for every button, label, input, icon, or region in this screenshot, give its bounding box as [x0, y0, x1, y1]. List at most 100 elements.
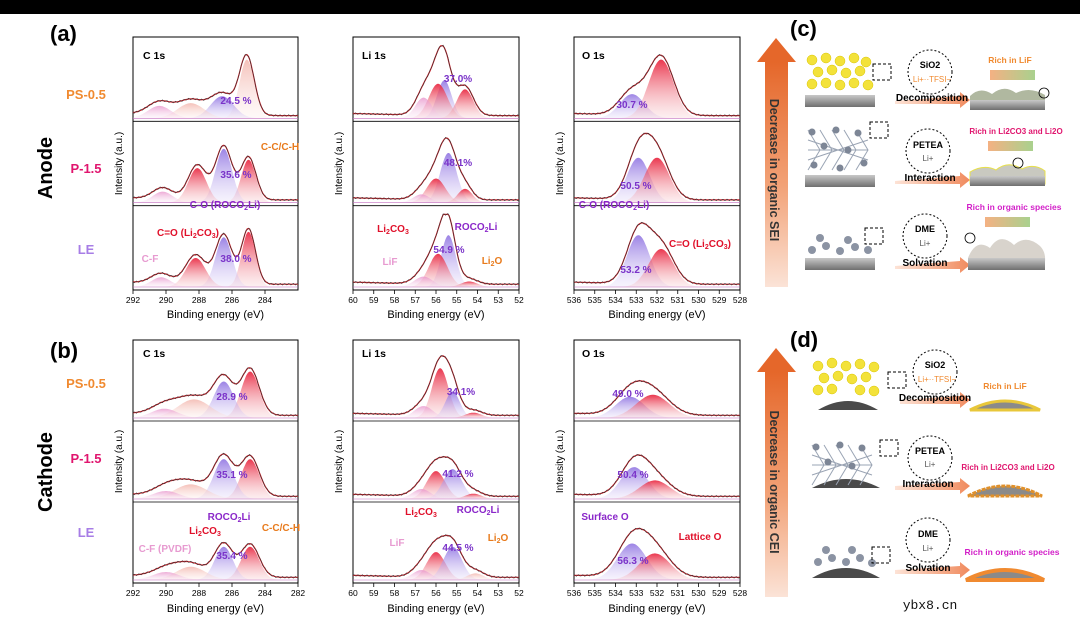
x-axis-label: Binding energy (eV)	[167, 309, 264, 321]
plot-frame	[573, 339, 741, 584]
step-label: Solvation	[902, 258, 947, 269]
raw-spectrum-cathode_C1s-2	[132, 542, 299, 579]
tick-label: 58	[390, 588, 400, 598]
step-label: Interaction	[904, 173, 955, 184]
percent-label: 50.5 %	[620, 181, 651, 192]
component-peak-cathode_O1s-2-1	[574, 553, 740, 580]
panel-label-a: (a)	[50, 21, 77, 46]
bubble-text: SiO2	[920, 60, 941, 70]
percent-label: 38.0 %	[220, 254, 251, 265]
peak-annotation: C-C/C-H	[261, 142, 299, 153]
percent-label: 56.3 %	[617, 556, 648, 567]
peak-annotation: ROCO2​Li	[457, 505, 500, 517]
component-peak-cathode_O1s-0-0	[574, 396, 740, 418]
scheme-cathode: SiO2 Li+··TFSI− Decomposition Rich in Li…	[811, 349, 1060, 582]
top-bar	[0, 0, 1080, 14]
raw-spectrum-cathode_C1s-1	[132, 452, 299, 498]
y-axis-label: Intensity (a.u.)	[114, 430, 125, 493]
bubble-subtext: Li+	[925, 460, 936, 469]
component-peak-anode_Li1s-2-3	[353, 281, 519, 287]
tick-label: 535	[588, 295, 602, 305]
arrow-anode: Decrease in organic SEI	[757, 38, 796, 287]
bubble-text: DME	[918, 529, 938, 539]
tick-label: 534	[608, 295, 622, 305]
percent-label: 35.4 %	[216, 551, 247, 562]
tick-label: 528	[733, 588, 747, 598]
color-bar	[990, 70, 1035, 80]
panel-label-d: (d)	[790, 327, 818, 352]
raw-spectrum-anode_C1s-1	[132, 145, 299, 202]
cei-label: Rich in organic species	[965, 547, 1060, 557]
panel-title: Li 1s	[362, 50, 386, 62]
percent-label: 54.9 %	[433, 245, 464, 256]
x-axis-label: Binding energy (eV)	[608, 309, 705, 321]
raw-spectrum-cathode_O1s-1	[573, 454, 741, 498]
tick-label: 529	[712, 295, 726, 305]
tick-label: 288	[192, 588, 206, 598]
raw-spectrum-anode_C1s-2	[132, 228, 299, 286]
tick-label: 56	[431, 588, 441, 598]
polymer-network	[807, 129, 869, 171]
component-peak-anode_Li1s-1-1	[353, 178, 519, 203]
raw-spectrum-cathode_O1s-2	[573, 527, 741, 579]
bubble-subtext: Li+	[920, 239, 931, 248]
percent-label: 41.2 %	[442, 469, 473, 480]
tick-label: 52	[514, 295, 524, 305]
tick-label: 290	[159, 588, 173, 598]
component-peak-cathode_Li1s-0-3	[353, 412, 519, 418]
tick-label: 53	[494, 295, 504, 305]
component-peak-anode_C1s-2-0	[133, 231, 298, 287]
component-peak-cathode_C1s-2-3	[133, 572, 298, 580]
component-peak-cathode_Li1s-1-2	[353, 489, 519, 499]
y-axis-label: Intensity (a.u.)	[334, 430, 345, 493]
tick-label: 59	[369, 295, 379, 305]
tick-label: 54	[473, 588, 483, 598]
y-axis-label: Intensity (a.u.)	[334, 132, 345, 195]
component-peak-cathode_C1s-1-3	[133, 491, 298, 499]
component-peak-anode_C1s-1-0	[133, 159, 298, 203]
peak-annotation: C-F	[142, 254, 159, 265]
percent-label: 49.0 %	[612, 389, 643, 400]
tick-label: 292	[126, 588, 140, 598]
component-peak-cathode_O1s-2-0	[574, 543, 740, 580]
component-peak-cathode_C1s-0-0	[133, 371, 298, 418]
x-axis-label: Binding energy (eV)	[608, 603, 705, 615]
tick-label: 53	[494, 588, 504, 598]
raw-spectrum-anode_Li1s-2	[353, 213, 520, 286]
component-peak-anode_O1s-1-1	[574, 157, 740, 203]
peak-annotation: C-O (ROCO2​Li)	[190, 200, 261, 212]
percent-label: 44.5 %	[442, 543, 473, 554]
percent-label: 35.6 %	[220, 170, 251, 181]
xps-panel-cathode_C1s: 292 290 288 286 284 282 Binding energy (eV) Int…	[114, 339, 305, 615]
raw-spectrum-cathode_O1s-0	[573, 379, 741, 417]
component-peak-anode_C1s-0-3	[133, 105, 298, 119]
sei-label: Rich in organic species	[967, 202, 1062, 212]
x-axis-label: Binding energy (eV)	[167, 603, 264, 615]
percent-label: 30.7 %	[616, 100, 647, 111]
fit-envelope-anode_O1s-0	[574, 54, 740, 117]
component-peak-anode_O1s-0-0	[574, 94, 740, 119]
tick-label: 290	[159, 295, 173, 305]
tick-label: 59	[369, 588, 379, 598]
percent-label: 28.9 %	[216, 392, 247, 403]
sio2-particles	[806, 52, 874, 91]
component-peak-cathode_C1s-2-1	[133, 546, 298, 580]
plot-frame	[132, 36, 299, 291]
cei-label: Rich in Li2CO3 and Li2O	[961, 463, 1054, 472]
peak-annotation: Li2​CO3​	[405, 507, 437, 519]
tick-label: 536	[567, 588, 581, 598]
component-peak-cathode_Li1s-0-0	[353, 368, 519, 418]
y-axis-label: Intensity (a.u.)	[555, 132, 566, 195]
tick-label: 288	[192, 295, 206, 305]
bubble	[905, 128, 951, 174]
sample-label-cathode-ps: PS-0.5	[66, 376, 106, 391]
component-peak-anode_Li1s-1-2	[353, 194, 519, 203]
fit-envelope-cathode_O1s-0	[573, 380, 740, 416]
tick-label: 60	[348, 588, 358, 598]
component-peak-anode_C1s-1-3	[133, 191, 298, 203]
peak-annotation: Li2​O	[482, 256, 503, 268]
tick-label: 60	[348, 295, 358, 305]
peak-annotation: C=O (Li2​CO3​)	[157, 228, 219, 240]
raw-spectrum-cathode_Li1s-2	[352, 534, 520, 579]
